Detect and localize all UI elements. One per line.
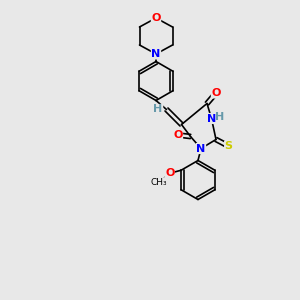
Text: CH₃: CH₃ — [151, 178, 167, 187]
Text: H: H — [154, 104, 163, 115]
Text: S: S — [225, 141, 232, 151]
Text: N: N — [196, 143, 206, 154]
Text: H: H — [215, 112, 224, 122]
Text: O: O — [165, 168, 174, 178]
Text: O: O — [173, 130, 183, 140]
Text: O: O — [151, 13, 161, 23]
Text: N: N — [207, 113, 216, 124]
Text: O: O — [211, 88, 221, 98]
Text: N: N — [152, 49, 160, 59]
